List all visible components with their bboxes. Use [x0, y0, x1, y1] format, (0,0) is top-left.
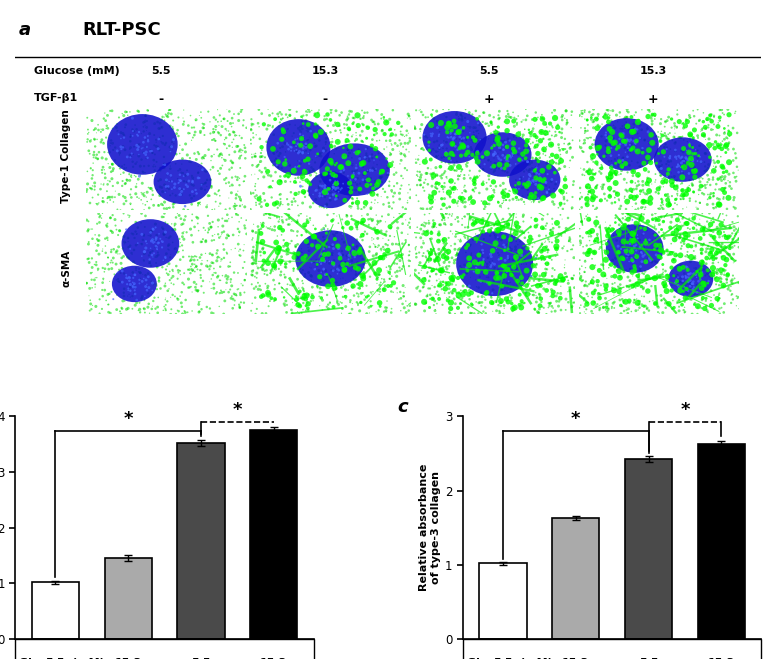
- FancyBboxPatch shape: [463, 639, 761, 659]
- Text: 5.5: 5.5: [45, 658, 65, 659]
- Text: 15.3: 15.3: [707, 658, 735, 659]
- Text: *: *: [680, 401, 690, 420]
- Text: *: *: [571, 411, 581, 428]
- Text: Type-1 Collagen: Type-1 Collagen: [61, 110, 71, 204]
- Text: 5.5: 5.5: [151, 66, 171, 76]
- Text: a: a: [19, 21, 32, 40]
- Text: *: *: [232, 401, 242, 420]
- Text: α-SMA: α-SMA: [61, 250, 71, 287]
- Text: 5.5: 5.5: [479, 66, 499, 76]
- Text: c: c: [398, 398, 408, 416]
- Text: Glucose (mM): Glucose (mM): [19, 658, 105, 659]
- Bar: [250, 430, 298, 639]
- Bar: [697, 444, 745, 639]
- Text: +: +: [484, 93, 494, 105]
- Text: 5.5: 5.5: [493, 658, 513, 659]
- Text: *: *: [124, 411, 133, 428]
- Y-axis label: Relative absorbance
of type-3 collagen: Relative absorbance of type-3 collagen: [419, 464, 441, 591]
- Text: 15.3: 15.3: [562, 658, 589, 659]
- Text: 5.5: 5.5: [639, 658, 658, 659]
- Bar: [32, 583, 79, 639]
- FancyBboxPatch shape: [15, 639, 314, 659]
- Text: TGF-β1: TGF-β1: [34, 93, 78, 103]
- Bar: [178, 443, 225, 639]
- Text: Glucose (mM): Glucose (mM): [34, 66, 120, 76]
- Text: -: -: [322, 93, 328, 105]
- Bar: [625, 459, 672, 639]
- Bar: [479, 563, 527, 639]
- Text: 5.5: 5.5: [191, 658, 211, 659]
- Text: -: -: [158, 93, 163, 105]
- Text: 15.3: 15.3: [640, 66, 667, 76]
- Bar: [105, 558, 151, 639]
- Text: Glucose (mM): Glucose (mM): [467, 658, 552, 659]
- Text: 15.3: 15.3: [260, 658, 288, 659]
- Text: +: +: [647, 93, 658, 105]
- Bar: [552, 518, 599, 639]
- Text: 15.3: 15.3: [115, 658, 141, 659]
- Text: RLT-PSC: RLT-PSC: [82, 21, 161, 40]
- Text: 15.3: 15.3: [311, 66, 338, 76]
